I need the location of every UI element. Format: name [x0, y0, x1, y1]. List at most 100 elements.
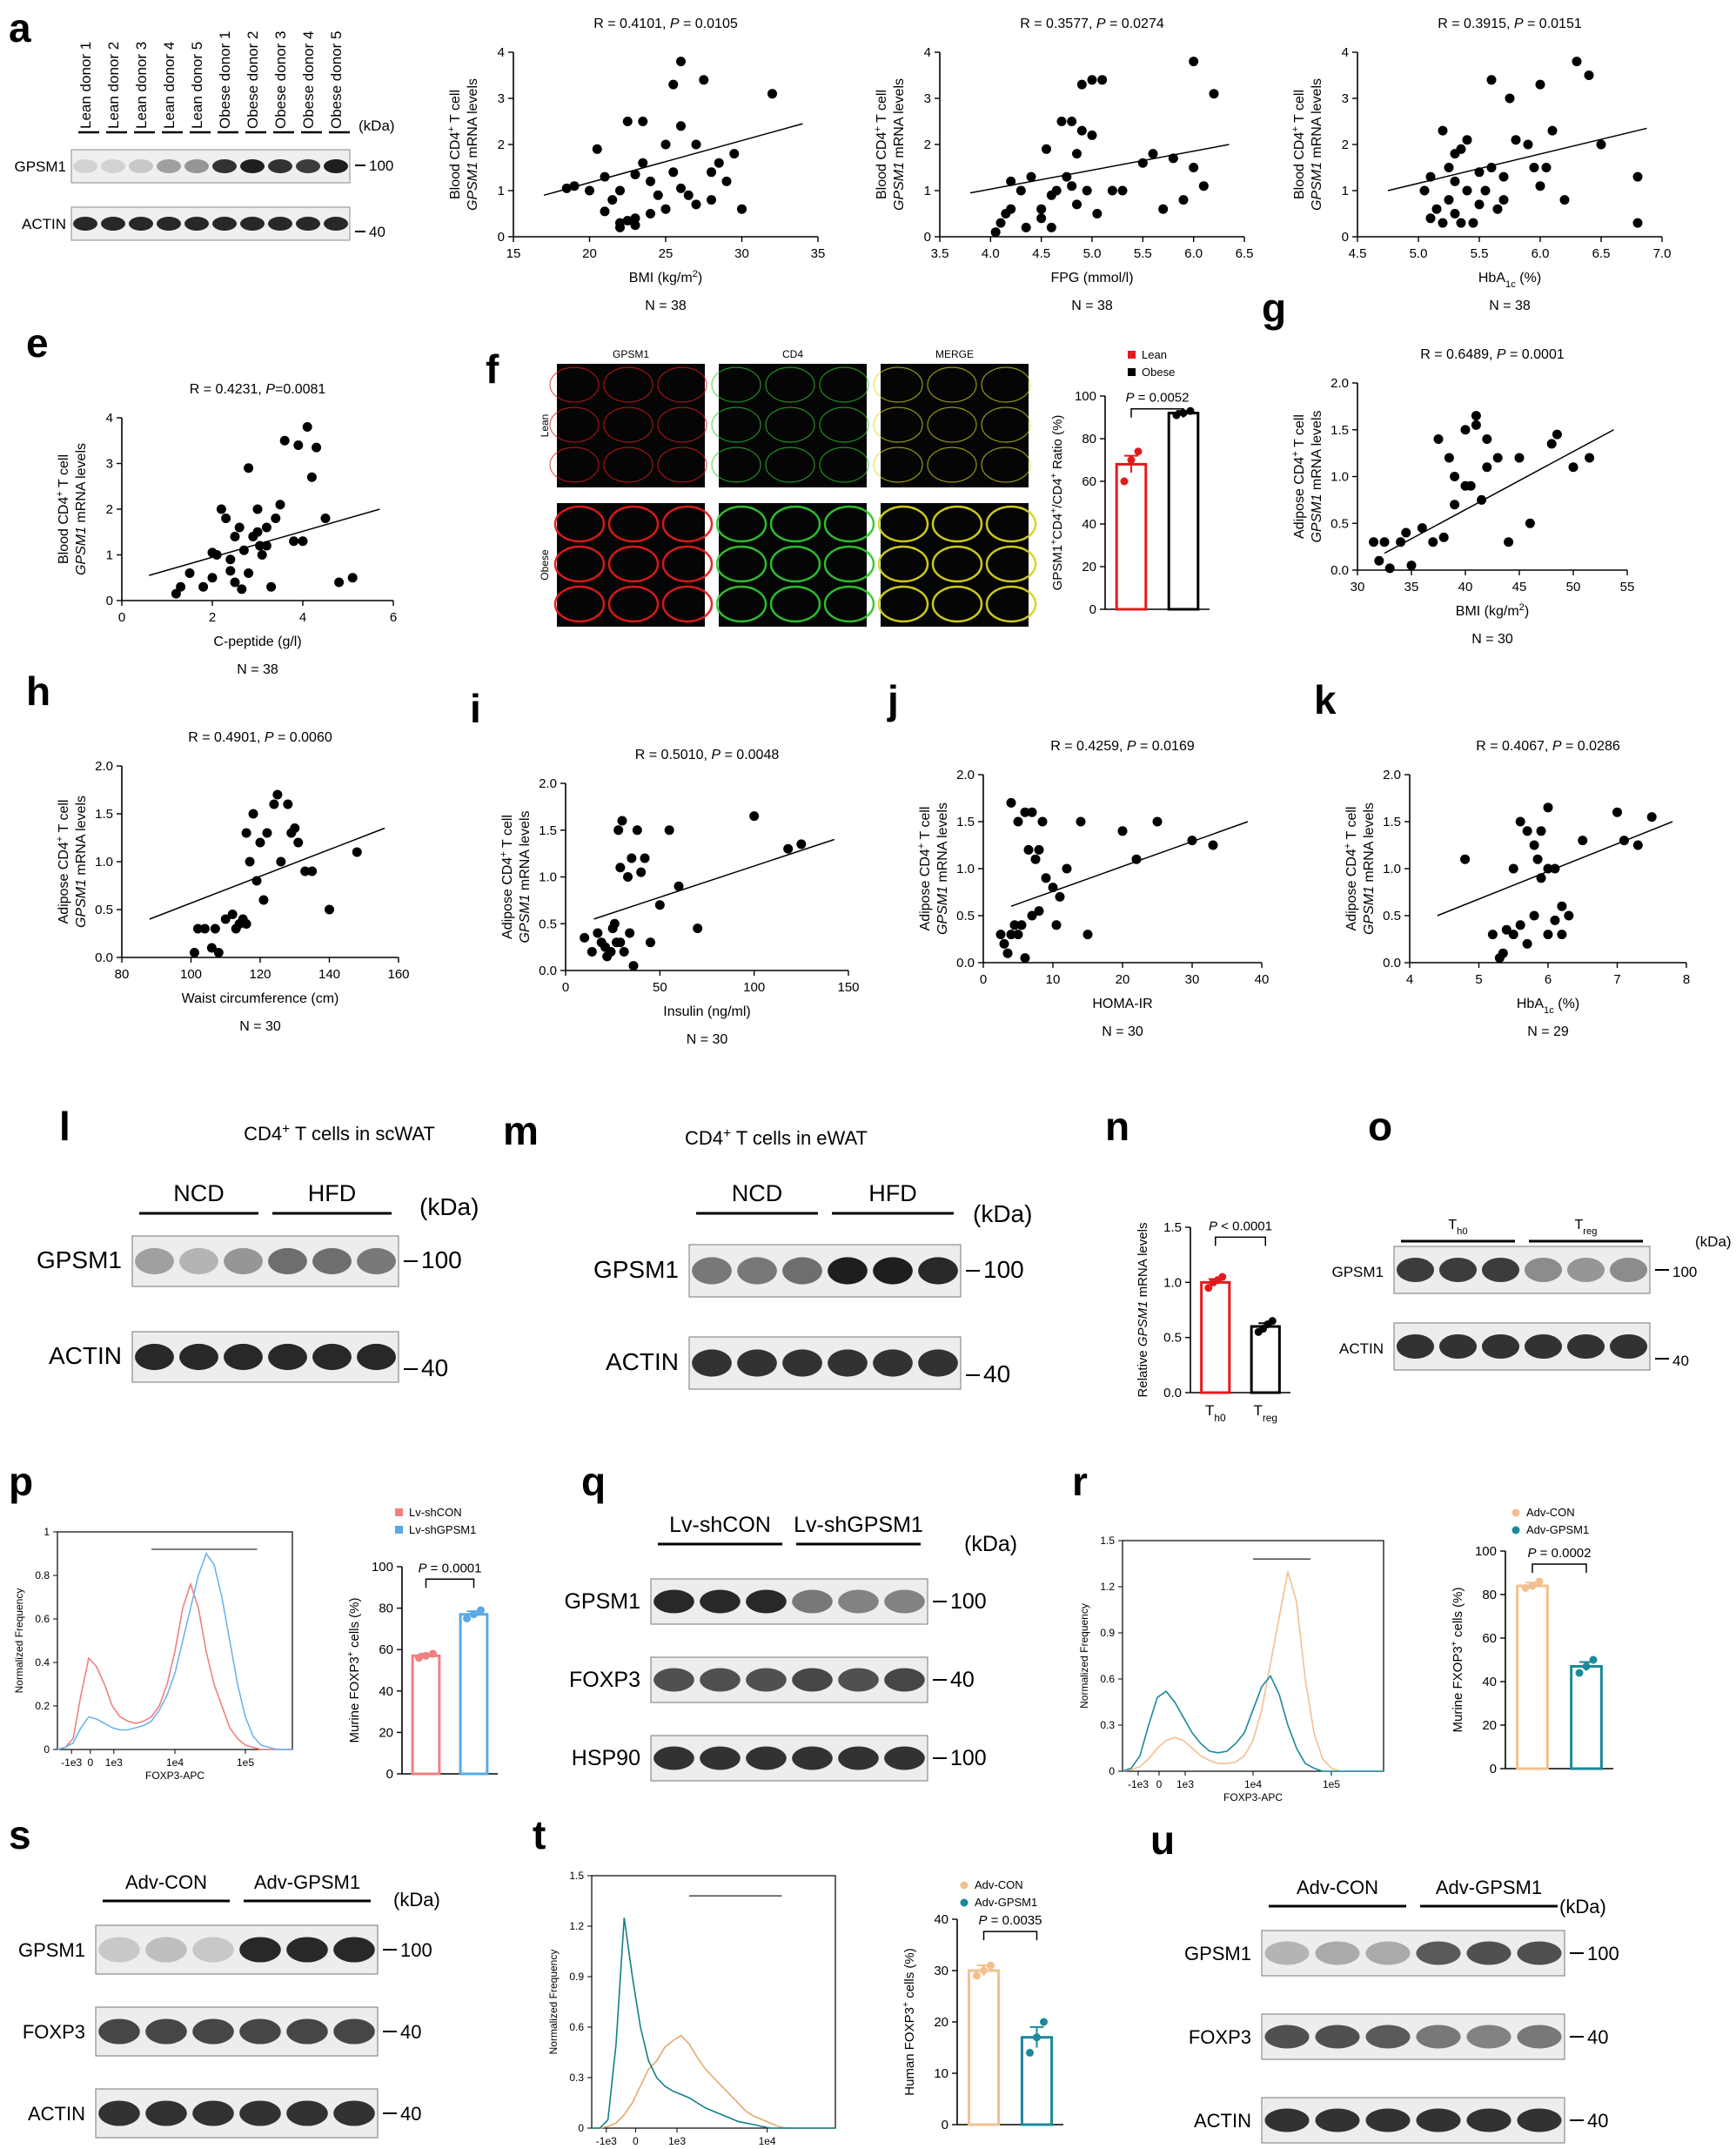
band — [101, 159, 125, 173]
data-point — [1532, 854, 1543, 864]
x-tick-label: 1e4 — [166, 1756, 184, 1769]
data-point — [1369, 537, 1379, 547]
bar-point — [477, 1606, 485, 1615]
data-point — [636, 867, 647, 877]
band — [746, 1589, 787, 1614]
bar-point — [1026, 2048, 1034, 2057]
bar-panel-t_bar: 0 10 20 30 40 P = 0.0035 Human FOXP3+ cells (%… — [901, 1878, 1063, 2132]
bar-point — [1589, 1655, 1598, 1664]
x-tick-label: 0 — [118, 610, 125, 625]
data-point — [729, 149, 740, 159]
x-tick-label: 7.0 — [1653, 246, 1672, 261]
scatter-panel-b: 15 20 25 30 35 0 1 2 3 4 R = 0.4101, P = 0.0105 BMI… — [446, 17, 825, 313]
data-point — [216, 504, 226, 514]
data-point — [306, 472, 317, 482]
y-axis-label: Normalized Frequency — [13, 1588, 25, 1694]
plot-frame — [57, 1531, 293, 1750]
legend-marker — [395, 1526, 403, 1534]
y-tick-label: 1.5 — [539, 823, 557, 838]
significance-bracket — [1532, 1563, 1587, 1573]
band-label-foxp3: FOXP3 — [569, 1668, 640, 1692]
y-tick-label: 0.0 — [956, 956, 975, 970]
data-point — [1471, 411, 1481, 421]
lane-label: Lean donor 1 — [77, 42, 94, 129]
data-point — [1456, 144, 1466, 154]
data-point — [1417, 523, 1427, 534]
cell-outline — [985, 545, 1037, 583]
data-point — [600, 206, 610, 217]
data-point — [1062, 863, 1072, 874]
data-point — [606, 947, 616, 957]
marker-label: 100 — [421, 1246, 462, 1273]
band — [1264, 2108, 1310, 2132]
band — [792, 1746, 833, 1770]
data-point — [1428, 537, 1438, 547]
blot-group-label: Adv-CON — [1297, 1877, 1378, 1898]
blot-strip — [131, 1235, 399, 1287]
lane-label: Obese donor 4 — [300, 31, 317, 129]
x-tick-label: 4 — [1406, 972, 1413, 987]
kda-unit: (kDa) — [1695, 1233, 1732, 1250]
y-axis-label: Normalized Frequency — [547, 1950, 560, 2055]
data-point — [1492, 453, 1503, 463]
lane-label: Lean donor 5 — [189, 42, 205, 129]
cell-outline — [549, 406, 600, 443]
band — [1315, 2108, 1360, 2132]
band — [782, 1257, 822, 1285]
y-tick-label: 0 — [942, 2118, 948, 2132]
bar — [967, 1969, 1001, 2126]
data-point — [683, 190, 694, 200]
data-point — [271, 514, 281, 523]
y-tick-label: 20 — [379, 1725, 393, 1740]
cell-outline — [715, 505, 767, 543]
data-point — [668, 79, 679, 90]
data-point — [1450, 472, 1460, 481]
y-tick-label: 0.0 — [95, 950, 113, 965]
y-tick-label: 2.0 — [1330, 376, 1349, 391]
band — [737, 1257, 777, 1285]
data-point — [352, 847, 362, 857]
y-tick-label: 2 — [1342, 138, 1349, 152]
data-point — [1508, 863, 1518, 874]
x-tick-label: 80 — [115, 967, 130, 982]
band — [737, 1349, 777, 1377]
data-point — [707, 195, 716, 205]
data-point — [1632, 840, 1643, 850]
band — [135, 1343, 174, 1371]
data-point — [592, 144, 602, 154]
data-point — [261, 541, 271, 551]
band-label-hsp90: HSP90 — [572, 1746, 640, 1770]
y-axis-label: Relative GPSM1 mRNA levels — [1136, 1223, 1150, 1398]
data-point — [269, 799, 279, 809]
data-point — [257, 550, 267, 560]
y-tick-label: 0 — [578, 2122, 584, 2134]
cell-outline — [607, 585, 660, 623]
histogram-line — [1122, 1571, 1384, 1772]
band-label: ACTIN — [22, 216, 66, 232]
data-point — [1152, 816, 1163, 827]
y-tick-label: 0.8 — [35, 1569, 50, 1582]
band — [184, 159, 209, 173]
band — [1416, 2108, 1461, 2132]
scatter-panel-e: 0 2 4 6 0 1 2 3 4 R = 0.4231, P=0.0081 C-peptide (… — [55, 382, 397, 677]
data-point — [1438, 218, 1448, 228]
band — [286, 2018, 328, 2045]
panel-letter-u: u — [1150, 1817, 1175, 1863]
band-label-actin: ACTIN — [1194, 2110, 1251, 2132]
data-point — [1529, 163, 1539, 172]
micrograph — [719, 503, 867, 627]
data-point — [176, 581, 186, 592]
panel-letter-f: f — [486, 346, 499, 392]
x-tick-label: 10 — [1046, 972, 1061, 987]
data-point — [1055, 891, 1065, 902]
bar-point — [1218, 1273, 1227, 1281]
y-tick-label: 2 — [924, 138, 931, 152]
x-tick-label: 5.0 — [1410, 246, 1428, 261]
cell-outline — [549, 447, 600, 483]
regression-line — [543, 123, 803, 197]
cell-outline — [981, 366, 1031, 403]
micrograph — [881, 503, 1029, 627]
data-point — [1020, 807, 1030, 817]
data-point — [1374, 555, 1384, 566]
blot-strip — [1393, 1246, 1651, 1294]
